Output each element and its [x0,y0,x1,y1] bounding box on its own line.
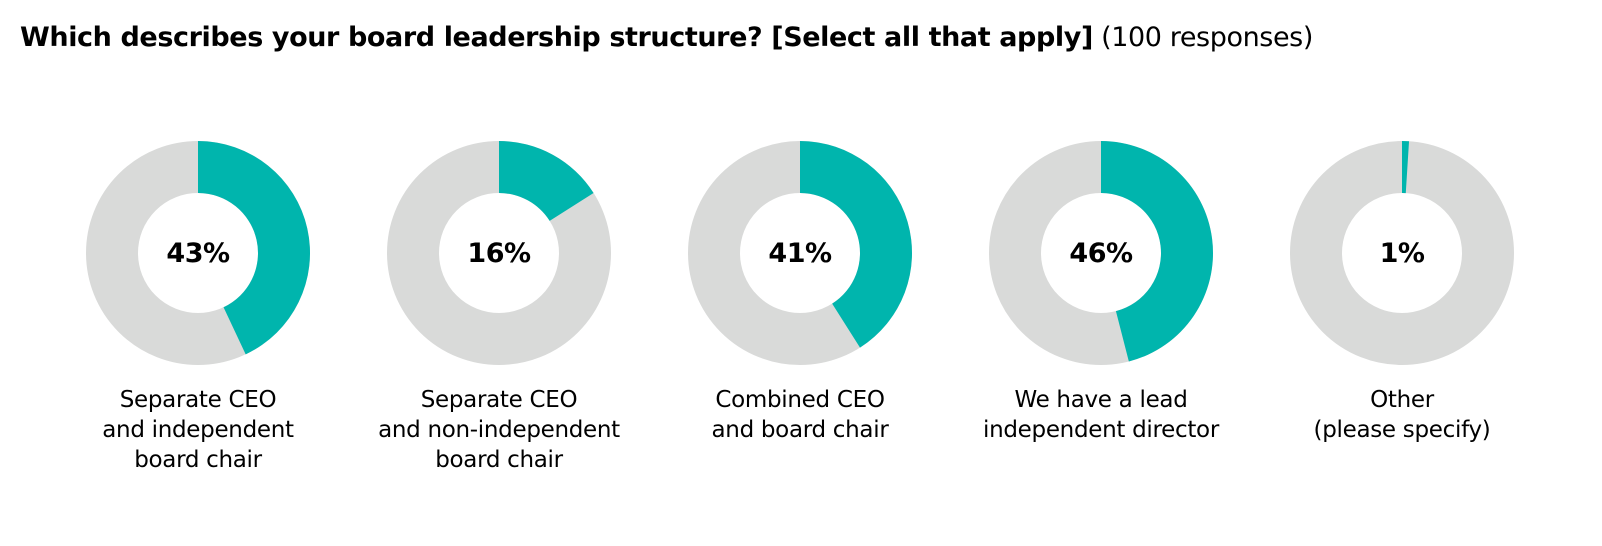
category-label-line: We have a lead [1014,387,1188,413]
donut-chart-combined: 41% [687,140,913,366]
category-label-line: (please specify) [1313,417,1491,443]
donut-value-segment [499,141,594,221]
chart-title: Which describes your board leadership st… [20,18,1313,58]
category-label-combined: Combined CEO and board chair [660,385,940,445]
percentage-label: 16% [467,237,531,269]
category-label-separate-independent: Separate CEO and independent board chair [58,385,338,475]
donut-chart-separate-non-independent: 16% [386,140,612,366]
category-label-line: and independent [102,417,294,443]
category-label-line: Separate CEO [420,387,578,413]
category-label-line: Combined CEO [715,387,885,413]
category-label-line: and non-independent [378,417,620,443]
donut-svg [387,141,611,365]
donut-svg [989,141,1213,365]
donut-value-segment [1101,141,1213,362]
donut-chart-other: 1% [1289,140,1515,366]
donut-value-segment [800,141,913,348]
category-label-line: Separate CEO [119,387,277,413]
percentage-label: 43% [166,237,230,269]
donut-chart-separate-independent: 43% [85,140,311,366]
percentage-label: 41% [768,237,832,269]
category-label-line: board chair [134,447,262,473]
response-count: (100 responses) [1101,22,1313,53]
category-label-lead-independent: We have a lead independent director [961,385,1241,445]
donut-svg [1290,141,1514,365]
percentage-label: 46% [1069,237,1133,269]
category-label-other: Other (please specify) [1262,385,1542,445]
donut-value-segment [198,141,311,355]
category-label-separate-non-independent: Separate CEO and non-independent board cha… [359,385,639,475]
donut-svg [86,141,311,365]
question-text: Which describes your board leadership st… [20,22,1093,53]
donut-chart-lead-independent: 46% [988,140,1214,366]
percentage-label: 1% [1379,237,1425,269]
category-label-line: independent director [983,417,1219,443]
category-label-line: Other [1370,387,1434,413]
category-label-line: and board chair [711,417,889,443]
donut-svg [688,141,913,365]
category-label-line: board chair [435,447,563,473]
donut-value-segment [1402,141,1410,194]
